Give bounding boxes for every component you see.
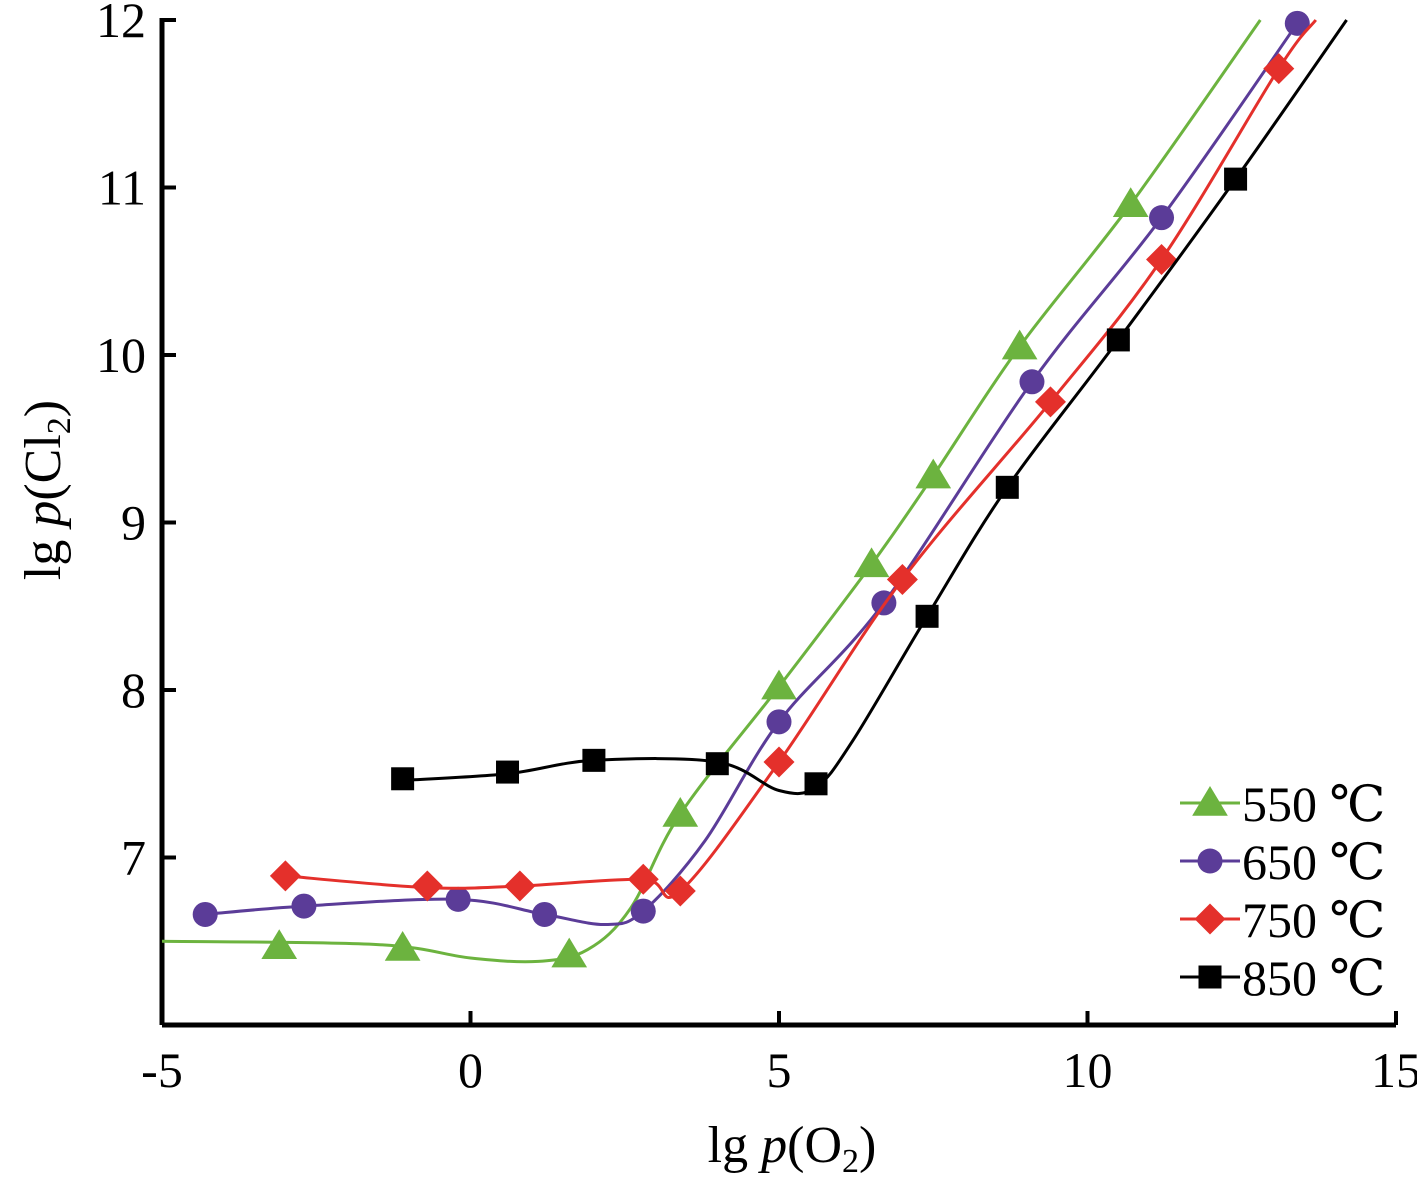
data-point <box>291 893 317 919</box>
data-point <box>1001 329 1038 360</box>
legend-item: 650 ℃ <box>1180 834 1385 890</box>
series-layer <box>161 10 1348 968</box>
legend-label: 750 ℃ <box>1242 892 1385 948</box>
data-point <box>1019 369 1045 395</box>
data-point <box>766 709 792 735</box>
data-point <box>1263 53 1295 85</box>
data-point <box>445 886 471 912</box>
data-point <box>391 767 415 791</box>
x-tick-label: -5 <box>141 1042 183 1098</box>
legend-label: 550 ℃ <box>1242 776 1385 832</box>
data-point <box>551 937 588 968</box>
data-point <box>1112 187 1149 217</box>
legend-marker <box>1198 965 1222 989</box>
legend-marker <box>1197 848 1223 874</box>
data-point <box>761 669 797 700</box>
legend-marker <box>1194 903 1226 935</box>
legend-item: 750 ℃ <box>1180 892 1385 948</box>
legend-label: 850 ℃ <box>1242 950 1385 1006</box>
x-tick-label: 15 <box>1371 1042 1417 1098</box>
x-tick-label: 0 <box>458 1042 483 1098</box>
data-point <box>192 901 218 927</box>
data-point <box>504 870 536 902</box>
data-point <box>763 746 795 778</box>
data-point <box>1284 10 1310 36</box>
data-point <box>915 604 939 628</box>
data-point <box>384 930 421 961</box>
data-point <box>269 860 301 892</box>
legend-item: 850 ℃ <box>1180 950 1385 1006</box>
legend-marker <box>1192 786 1228 816</box>
data-point <box>1224 167 1248 191</box>
series-line <box>285 19 1317 899</box>
axes <box>159 18 1396 1028</box>
y-tick-label: 8 <box>121 662 146 718</box>
data-point <box>705 752 729 776</box>
data-point <box>915 458 952 489</box>
data-point <box>853 547 890 578</box>
data-point <box>995 475 1019 499</box>
x-ticks: -5 0 5 10 15 <box>141 1011 1417 1098</box>
data-point <box>662 796 699 827</box>
series-line <box>205 22 1299 927</box>
y-axis-title: lg p(Cl2) <box>15 400 78 580</box>
data-point <box>496 760 520 784</box>
series-circle <box>192 10 1310 927</box>
y-ticks: 7 8 9 10 11 12 <box>96 0 176 886</box>
x-tick-label: 10 <box>1063 1042 1113 1098</box>
data-point <box>664 875 696 907</box>
data-point <box>1146 244 1178 276</box>
y-tick-label: 10 <box>96 327 146 383</box>
legend-label: 650 ℃ <box>1242 834 1385 890</box>
series-square <box>391 19 1348 796</box>
y-tick-label: 11 <box>98 160 146 216</box>
data-point <box>630 898 656 924</box>
series-diamond <box>269 19 1317 907</box>
series-line <box>161 19 1262 964</box>
data-point <box>1034 386 1066 418</box>
x-tick-label: 5 <box>767 1042 792 1098</box>
data-point <box>627 863 659 895</box>
y-tick-label: 12 <box>96 0 146 48</box>
data-point <box>261 929 298 960</box>
data-point <box>886 563 918 595</box>
data-point <box>532 901 558 927</box>
y-tick-label: 9 <box>121 495 146 551</box>
series-line <box>402 19 1348 796</box>
data-point <box>411 870 443 902</box>
series-triangle <box>161 19 1262 968</box>
y-tick-label: 7 <box>121 830 146 886</box>
data-point <box>582 748 606 772</box>
data-point <box>804 772 828 796</box>
legend-item: 550 ℃ <box>1180 776 1385 832</box>
data-point <box>1149 205 1175 231</box>
x-axis-title: lg p(O2) <box>708 1117 877 1180</box>
data-point <box>1106 328 1130 352</box>
